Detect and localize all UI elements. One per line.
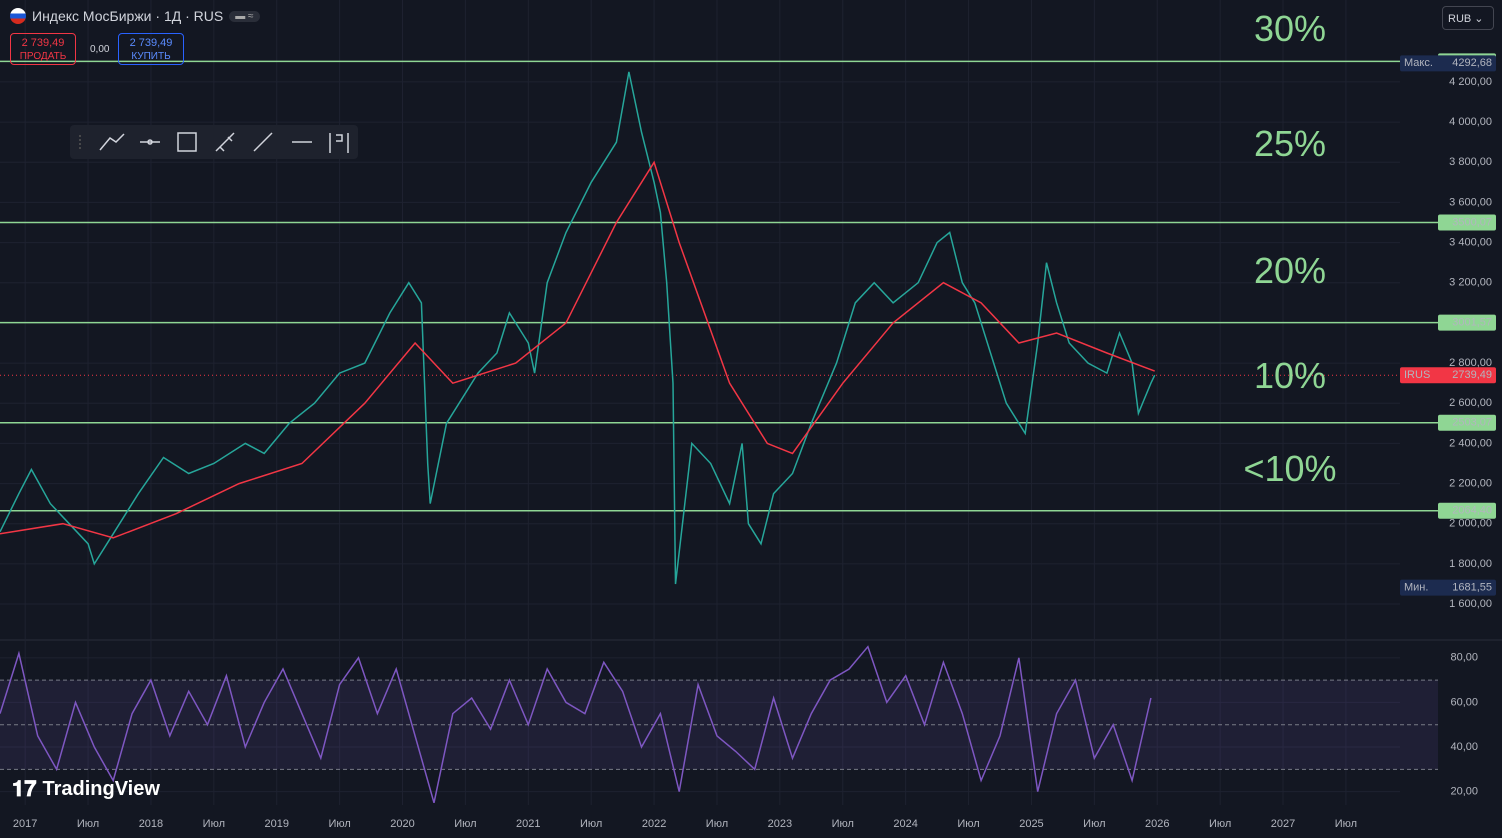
tool-path[interactable]: [215, 132, 235, 152]
y-tick-label: 2 400,00: [1449, 437, 1492, 449]
rsi-tick-label: 60,00: [1450, 696, 1478, 708]
level-badge: [1438, 502, 1496, 519]
y-tick-label: 4 000,00: [1449, 116, 1492, 128]
level-label: 2503,07: [1452, 417, 1492, 429]
sell-price: 2 739,49: [21, 37, 65, 49]
tool-flag[interactable]: [329, 133, 349, 153]
level-badge: [1438, 314, 1496, 331]
x-tick-label: Июл: [77, 818, 99, 830]
x-tick-label: 2021: [516, 818, 540, 830]
max-tag-bg: [1400, 55, 1496, 72]
price-line: [0, 71, 1156, 585]
currency-select[interactable]: RUB ⌄: [1442, 6, 1494, 30]
zone-label: 25%: [1253, 123, 1327, 164]
rsi-line: [0, 645, 1152, 804]
current-value: 2739,49: [1452, 369, 1492, 381]
x-tick-label: 2027: [1271, 818, 1295, 830]
x-tick-label: Июл: [203, 818, 225, 830]
x-tick-label: 2017: [13, 818, 37, 830]
y-tick-label: 1 800,00: [1449, 558, 1492, 570]
sell-label: ПРОДАТЬ: [19, 51, 67, 62]
x-tick-label: Июл: [454, 818, 476, 830]
max-tag: Макс.: [1404, 57, 1433, 69]
x-tick-label: Июл: [957, 818, 979, 830]
level-label: 3500,07: [1452, 216, 1492, 228]
y-tick-label: 2 800,00: [1449, 357, 1492, 369]
x-tick-label: 2018: [139, 818, 163, 830]
x-tick-label: 2026: [1145, 818, 1169, 830]
flag: [10, 8, 26, 24]
y-tick-label: 3 600,00: [1449, 196, 1492, 208]
rsi-tick-label: 80,00: [1450, 652, 1478, 664]
y-tick-label: 3 800,00: [1449, 156, 1492, 168]
moving-average: [0, 160, 1155, 539]
min-tag: Мин.: [1404, 582, 1428, 594]
currency: RUB: [1448, 13, 1472, 25]
drawing-toolbar: [70, 125, 358, 159]
status-pill: ▬ ≈: [229, 10, 260, 22]
x-tick-label: Июл: [832, 818, 854, 830]
level-label: 3001,57: [1452, 317, 1492, 329]
y-tick-label: 2 600,00: [1449, 397, 1492, 409]
zone-label: <10%: [1243, 448, 1337, 489]
tool-rect[interactable]: [177, 132, 197, 152]
zone-label: 30%: [1253, 8, 1327, 49]
y-tick-label: 3 200,00: [1449, 277, 1492, 289]
y-tick-label: 2 000,00: [1449, 518, 1492, 530]
brand-logo: 𝟏𝟕: [12, 776, 37, 801]
sell-button[interactable]: 2 739,49 ПРОДАТЬ: [10, 33, 76, 65]
x-tick-label: Июл: [1083, 818, 1105, 830]
x-tick-label: 2025: [1019, 818, 1043, 830]
y-tick-label: 3 400,00: [1449, 236, 1492, 248]
level-badge: [1438, 414, 1496, 431]
spread: 0,00: [90, 44, 110, 55]
x-tick-label: Июл: [706, 818, 728, 830]
zone-label: 10%: [1253, 355, 1327, 396]
x-tick-label: Июл: [1209, 818, 1231, 830]
x-tick-label: Июл: [1335, 818, 1357, 830]
symbol-header: Индекс МосБиржи · 1Д · RUS ▬ ≈: [10, 8, 260, 24]
x-tick-label: Июл: [328, 818, 350, 830]
x-tick-label: 2019: [264, 818, 288, 830]
buy-price: 2 739,49: [129, 37, 173, 49]
buy-label: КУПИТЬ: [131, 51, 171, 62]
rsi-tick-label: 40,00: [1450, 741, 1478, 753]
tool-hline[interactable]: [140, 139, 160, 145]
level-badge: [1438, 214, 1496, 231]
x-tick-label: Июл: [580, 818, 602, 830]
max-value: 4292,68: [1452, 57, 1492, 69]
current-tag: IRUS: [1404, 369, 1430, 381]
y-tick-label: 4 200,00: [1449, 76, 1492, 88]
y-tick-label: 2 200,00: [1449, 477, 1492, 489]
x-tick-label: 2020: [390, 818, 414, 830]
tool-trend[interactable]: [99, 133, 125, 151]
rsi-tick-label: 20,00: [1450, 786, 1478, 798]
brand: 𝟏𝟕 TradingView: [12, 776, 160, 802]
current-tag-bg: [1400, 367, 1496, 384]
x-tick-label: 2024: [893, 818, 917, 830]
x-tick-label: 2023: [768, 818, 792, 830]
x-tick-label: 2022: [642, 818, 666, 830]
level-label: 2064,40: [1452, 505, 1492, 517]
y-tick-label: 1 600,00: [1449, 598, 1492, 610]
brand-name: TradingView: [42, 777, 160, 800]
toolbar-icons: [79, 132, 349, 153]
min-tag-bg: [1400, 579, 1496, 596]
tool-ray[interactable]: [253, 132, 273, 152]
min-value: 1681,55: [1452, 582, 1492, 594]
rsi-band: [0, 680, 1438, 770]
buy-button[interactable]: 2 739,49 КУПИТЬ: [118, 33, 184, 65]
symbol[interactable]: Индекс МосБиржи · 1Д · RUS: [32, 8, 224, 24]
zone-label: 20%: [1253, 250, 1327, 291]
